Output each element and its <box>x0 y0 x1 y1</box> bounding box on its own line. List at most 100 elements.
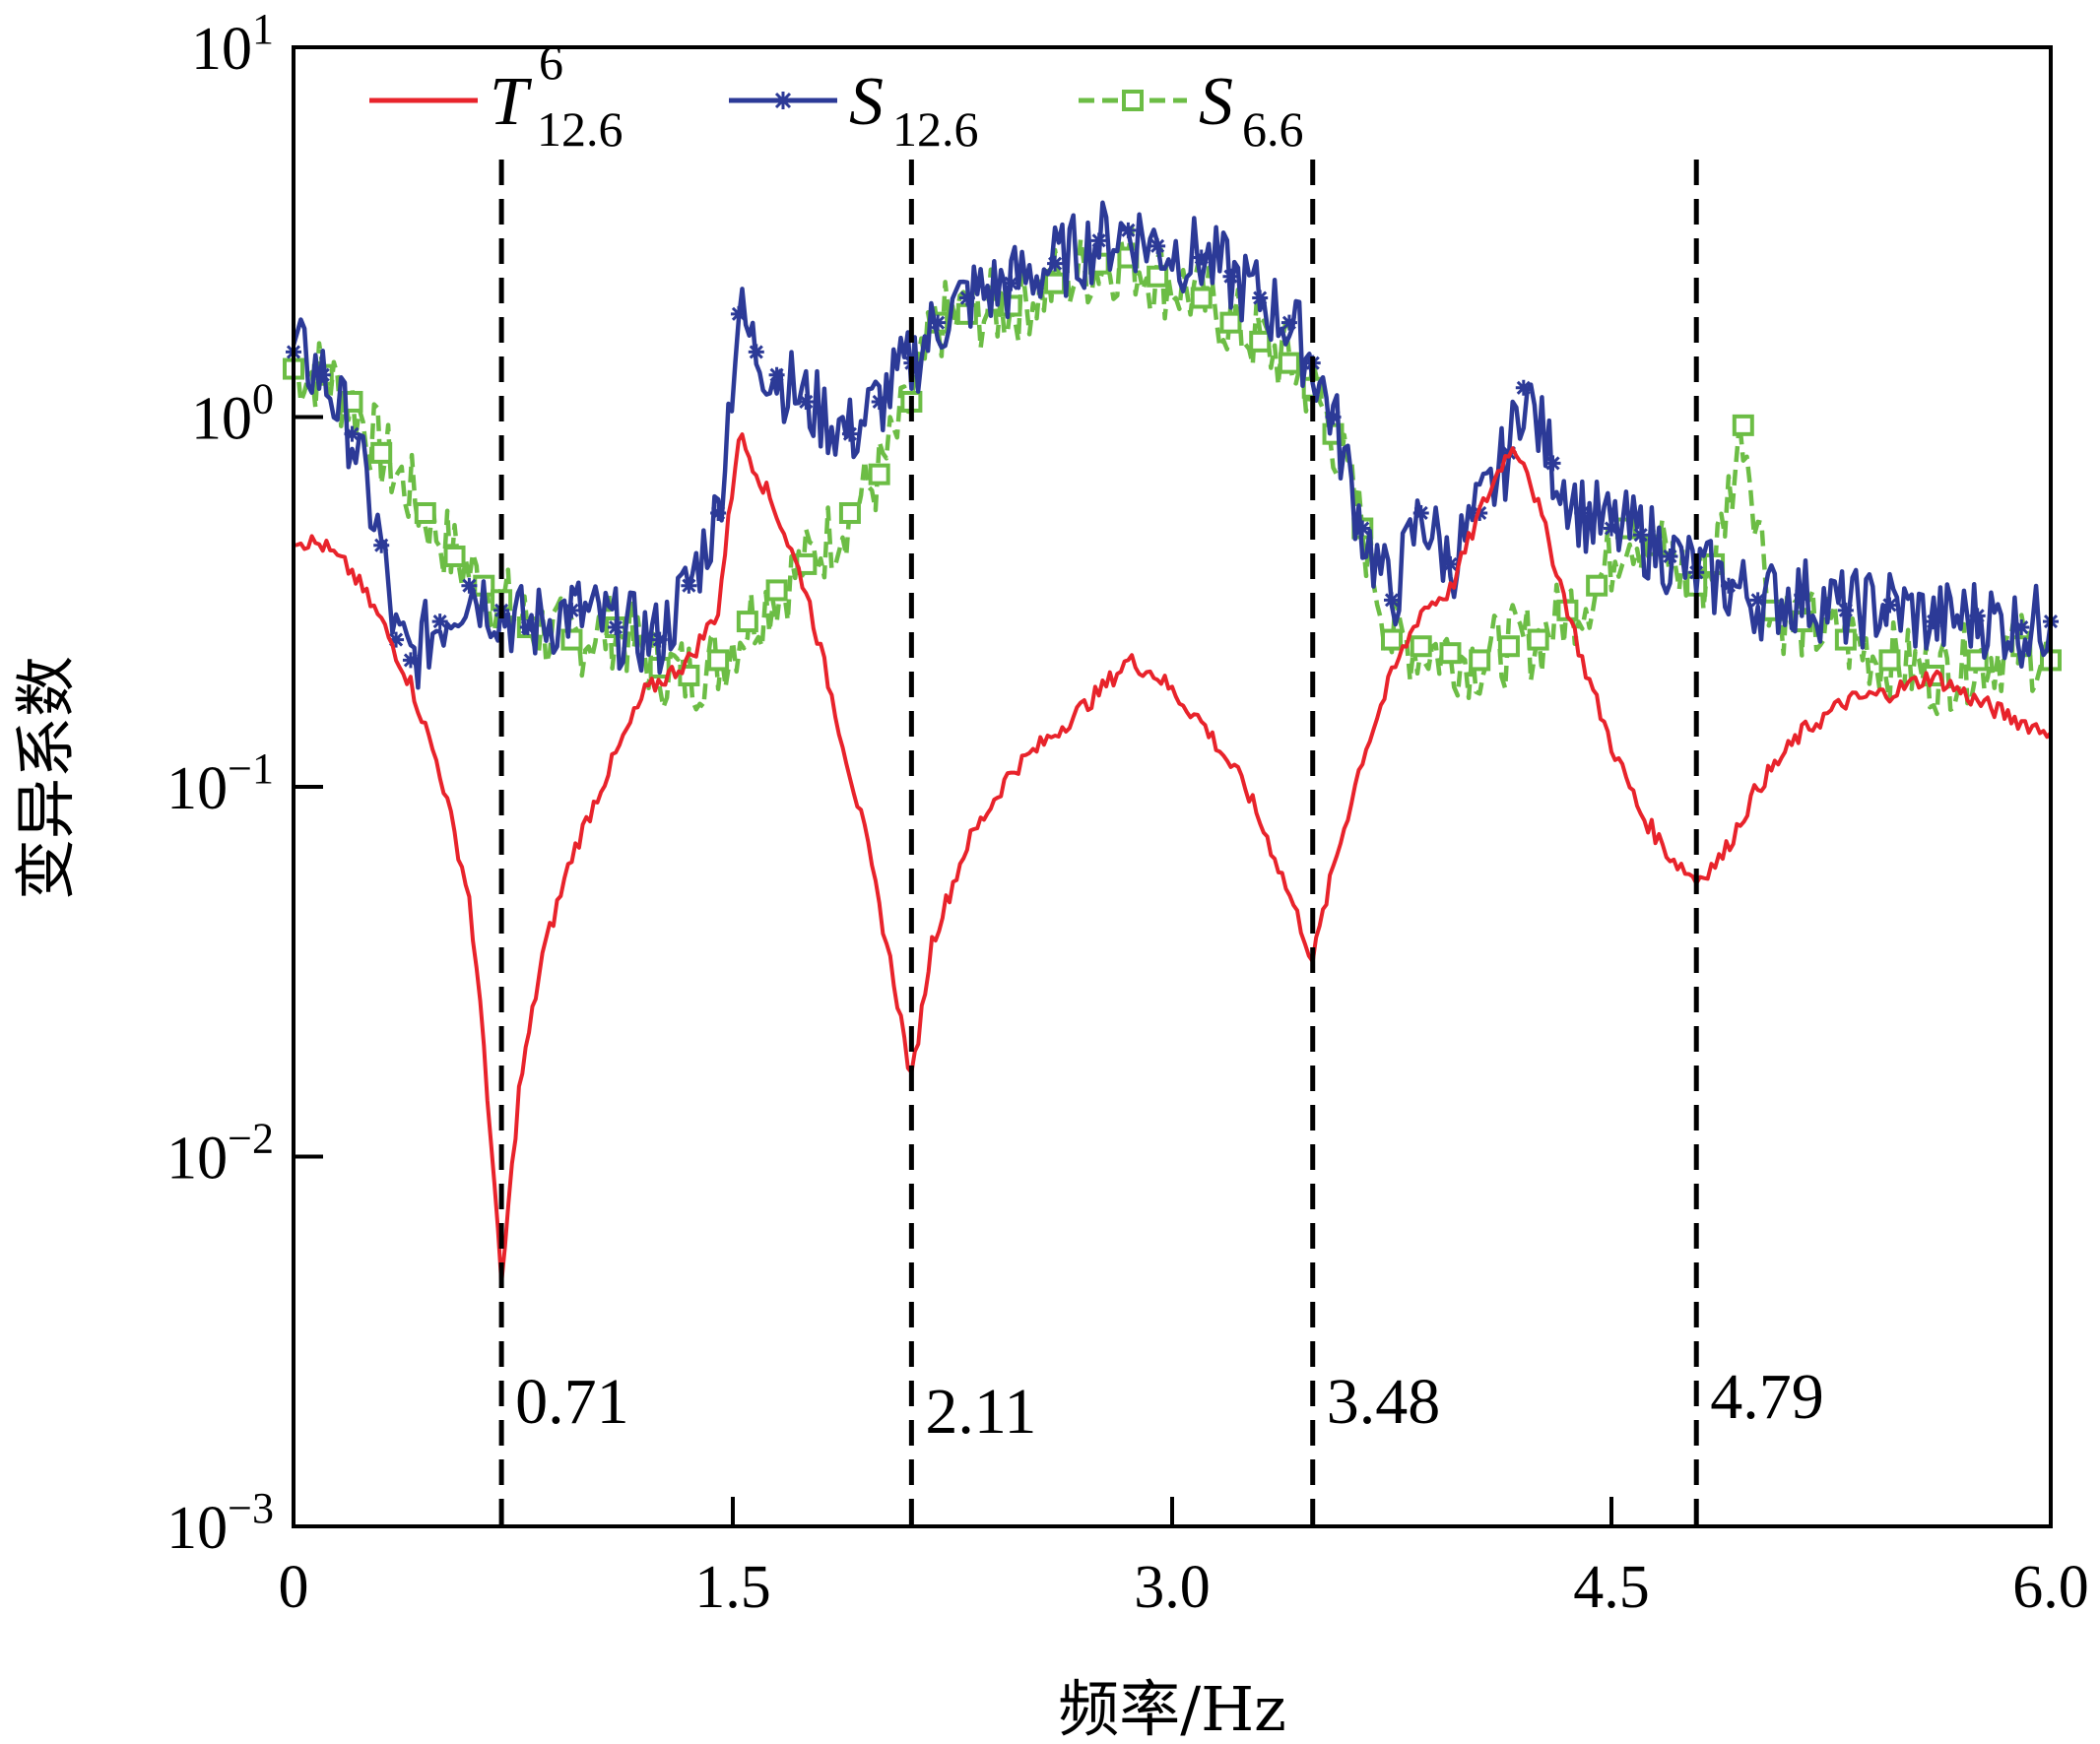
series-point-1 <box>1881 597 1898 614</box>
legend-subscript-1: 12.6 <box>892 101 979 157</box>
y-tick-label-4: 101 <box>191 5 274 83</box>
series-point-1 <box>519 619 536 636</box>
series-point-1 <box>1749 592 1766 609</box>
series-point-2 <box>1249 330 1272 353</box>
series-point-1 <box>373 537 390 553</box>
series-point-2 <box>1586 574 1608 597</box>
series-point-1 <box>1515 379 1532 396</box>
series-point-1 <box>1544 455 1561 472</box>
series-point-2 <box>1410 635 1432 658</box>
series-point-2 <box>765 579 788 602</box>
series-layer <box>283 200 2062 1285</box>
series-point-1 <box>1604 520 1619 537</box>
y-tick-label-0: 10−3 <box>166 1484 274 1562</box>
series-point-1 <box>1632 527 1649 544</box>
y-tick-base: 10 <box>191 16 252 83</box>
series-point-1 <box>1662 548 1678 564</box>
x-tick-label-1: 1.5 <box>694 1554 771 1621</box>
series-point-2 <box>1732 414 1754 436</box>
series-point-2 <box>560 628 583 651</box>
y-tick-label-1: 10−2 <box>166 1115 274 1193</box>
x-tick-label-2: 3.0 <box>1134 1554 1211 1621</box>
series-line-0 <box>293 432 2053 1285</box>
series-point-2 <box>443 545 466 567</box>
series-point-1 <box>1412 504 1429 521</box>
series-point-2 <box>1497 635 1520 658</box>
series-point-1 <box>1280 314 1297 331</box>
series-point-1 <box>871 393 887 410</box>
reference-line-label-3: 4.79 <box>1710 1361 1824 1433</box>
legend-subscript-0: 12.6 <box>537 101 623 157</box>
series-point-1 <box>1003 275 1019 291</box>
series-point-1 <box>1222 268 1239 285</box>
series-point-1 <box>710 504 727 521</box>
series-point-2 <box>1469 649 1491 672</box>
legend-subscript-2: 6.6 <box>1242 101 1304 157</box>
series-point-1 <box>958 290 975 306</box>
series-point-1 <box>768 366 785 383</box>
series-point-1 <box>651 631 668 648</box>
series-point-1 <box>1720 577 1737 594</box>
legend-superscript-0: 6 <box>539 34 563 90</box>
series-point-1 <box>1837 602 1854 618</box>
series-0 <box>293 432 2053 1285</box>
series-point-1 <box>1574 504 1591 521</box>
series-point-1 <box>608 619 624 636</box>
reference-line-label-0: 0.71 <box>515 1366 629 1438</box>
x-axis-title: 频率/Hz <box>1058 1673 1286 1744</box>
series-point-2 <box>1527 628 1549 651</box>
series-point-1 <box>1193 249 1210 266</box>
x-tick-label-4: 6.0 <box>2012 1554 2089 1621</box>
series-point-2 <box>838 501 861 524</box>
series-point-2 <box>1219 311 1242 334</box>
series-point-1 <box>681 577 697 594</box>
series-point-1 <box>402 652 419 669</box>
series-point-2 <box>1439 642 1462 665</box>
series-point-2 <box>1278 352 1300 374</box>
series-point-2 <box>868 463 890 485</box>
series-point-1 <box>930 314 947 331</box>
series-point-1 <box>1384 592 1400 609</box>
legend-marker-1 <box>774 92 792 109</box>
series-point-2 <box>414 501 436 524</box>
series-point-2 <box>707 649 730 672</box>
series-point-1 <box>1120 222 1137 238</box>
legend-marker-2 <box>1122 90 1144 111</box>
series-point-2 <box>1878 649 1901 672</box>
y-tick-exponent: −3 <box>228 1484 274 1532</box>
legend-label-2: S <box>1199 64 1233 140</box>
series-point-1 <box>314 366 331 383</box>
series-point-1 <box>1149 237 1166 254</box>
y-tick-base: 10 <box>166 1126 228 1193</box>
y-axis-title: 变异系数 <box>10 656 82 900</box>
series-line-2 <box>292 225 2054 717</box>
series-point-1 <box>748 344 764 360</box>
series-point-1 <box>1354 520 1371 537</box>
series-point-1 <box>461 577 478 594</box>
reference-line-label-1: 2.11 <box>925 1376 1036 1448</box>
series-point-1 <box>563 602 580 618</box>
series-point-1 <box>1090 232 1107 249</box>
series-point-1 <box>798 393 815 410</box>
series-point-2 <box>370 441 393 464</box>
series-point-1 <box>2013 619 2030 636</box>
series-point-1 <box>730 305 747 322</box>
y-tick-base: 10 <box>191 386 252 453</box>
y-tick-exponent: −1 <box>228 744 274 793</box>
series-point-1 <box>841 425 858 442</box>
series-point-1 <box>344 425 361 442</box>
series-point-2 <box>736 611 758 633</box>
series-point-1 <box>1926 614 1942 630</box>
x-tick-label-3: 4.5 <box>1573 1554 1650 1621</box>
series-point-1 <box>1969 608 1986 624</box>
legend-label-1: S <box>849 64 884 140</box>
y-tick-label-3: 100 <box>191 375 274 453</box>
legend-label-0: T <box>490 64 533 140</box>
series-point-2 <box>1381 628 1403 651</box>
series-point-1 <box>431 614 448 630</box>
series-point-2 <box>1190 287 1213 309</box>
series-point-2 <box>1044 272 1067 294</box>
